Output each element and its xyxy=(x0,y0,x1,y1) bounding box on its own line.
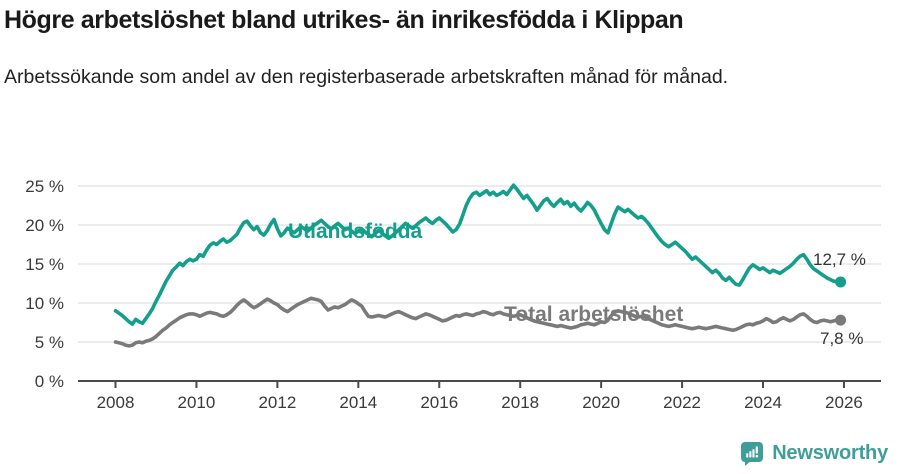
tick-labels: 0 % 5 % 10 % 15 % 20 % 25 % 2008 2010 2012 2014 20… xyxy=(25,177,863,412)
x-tick-label: 2012 xyxy=(258,393,296,412)
chart-subtitle: Arbetssökande som andel av den registerb… xyxy=(4,66,729,88)
gridlines xyxy=(78,185,881,343)
series-end-dot-total xyxy=(835,314,847,326)
y-tick-label: 20 % xyxy=(25,216,64,235)
series-line-total xyxy=(113,296,843,348)
x-tick-label: 2010 xyxy=(178,393,216,412)
x-axis xyxy=(78,380,881,388)
end-value-label-total: 7,8 % xyxy=(820,329,864,348)
x-tick-label: 2014 xyxy=(339,393,377,412)
y-tick-label: 10 % xyxy=(25,294,64,313)
series-label-total: Total arbetslöshet xyxy=(504,303,684,326)
y-tick-label: 15 % xyxy=(25,255,64,274)
x-tick-label: 2020 xyxy=(582,393,620,412)
series-label-utlandsfodda: Utlandsfödda xyxy=(288,220,423,243)
page-title: Högre arbetslöshet bland utrikes- än inr… xyxy=(4,6,684,34)
newsworthy-wordmark: Newsworthy xyxy=(772,441,888,464)
x-tick-label: 2022 xyxy=(663,393,701,412)
series-end-dot-utlandsfodda xyxy=(835,276,847,288)
y-tick-label: 0 % xyxy=(35,372,64,391)
y-tick-label: 5 % xyxy=(35,333,64,352)
x-tick-label: 2016 xyxy=(420,393,458,412)
newsworthy-logo: Newsworthy xyxy=(739,440,888,466)
x-tick-label: 2024 xyxy=(744,393,782,412)
newsworthy-bubble-icon xyxy=(741,442,764,466)
x-tick-label: 2026 xyxy=(825,393,863,412)
x-tick-label: 2008 xyxy=(97,393,135,412)
y-tick-label: 25 % xyxy=(25,177,64,196)
series-lines xyxy=(113,183,847,348)
end-value-label-utlandsfodda: 12,7 % xyxy=(813,250,866,269)
x-tick-label: 2018 xyxy=(501,393,539,412)
series-line-utlandsfodda xyxy=(113,183,843,326)
